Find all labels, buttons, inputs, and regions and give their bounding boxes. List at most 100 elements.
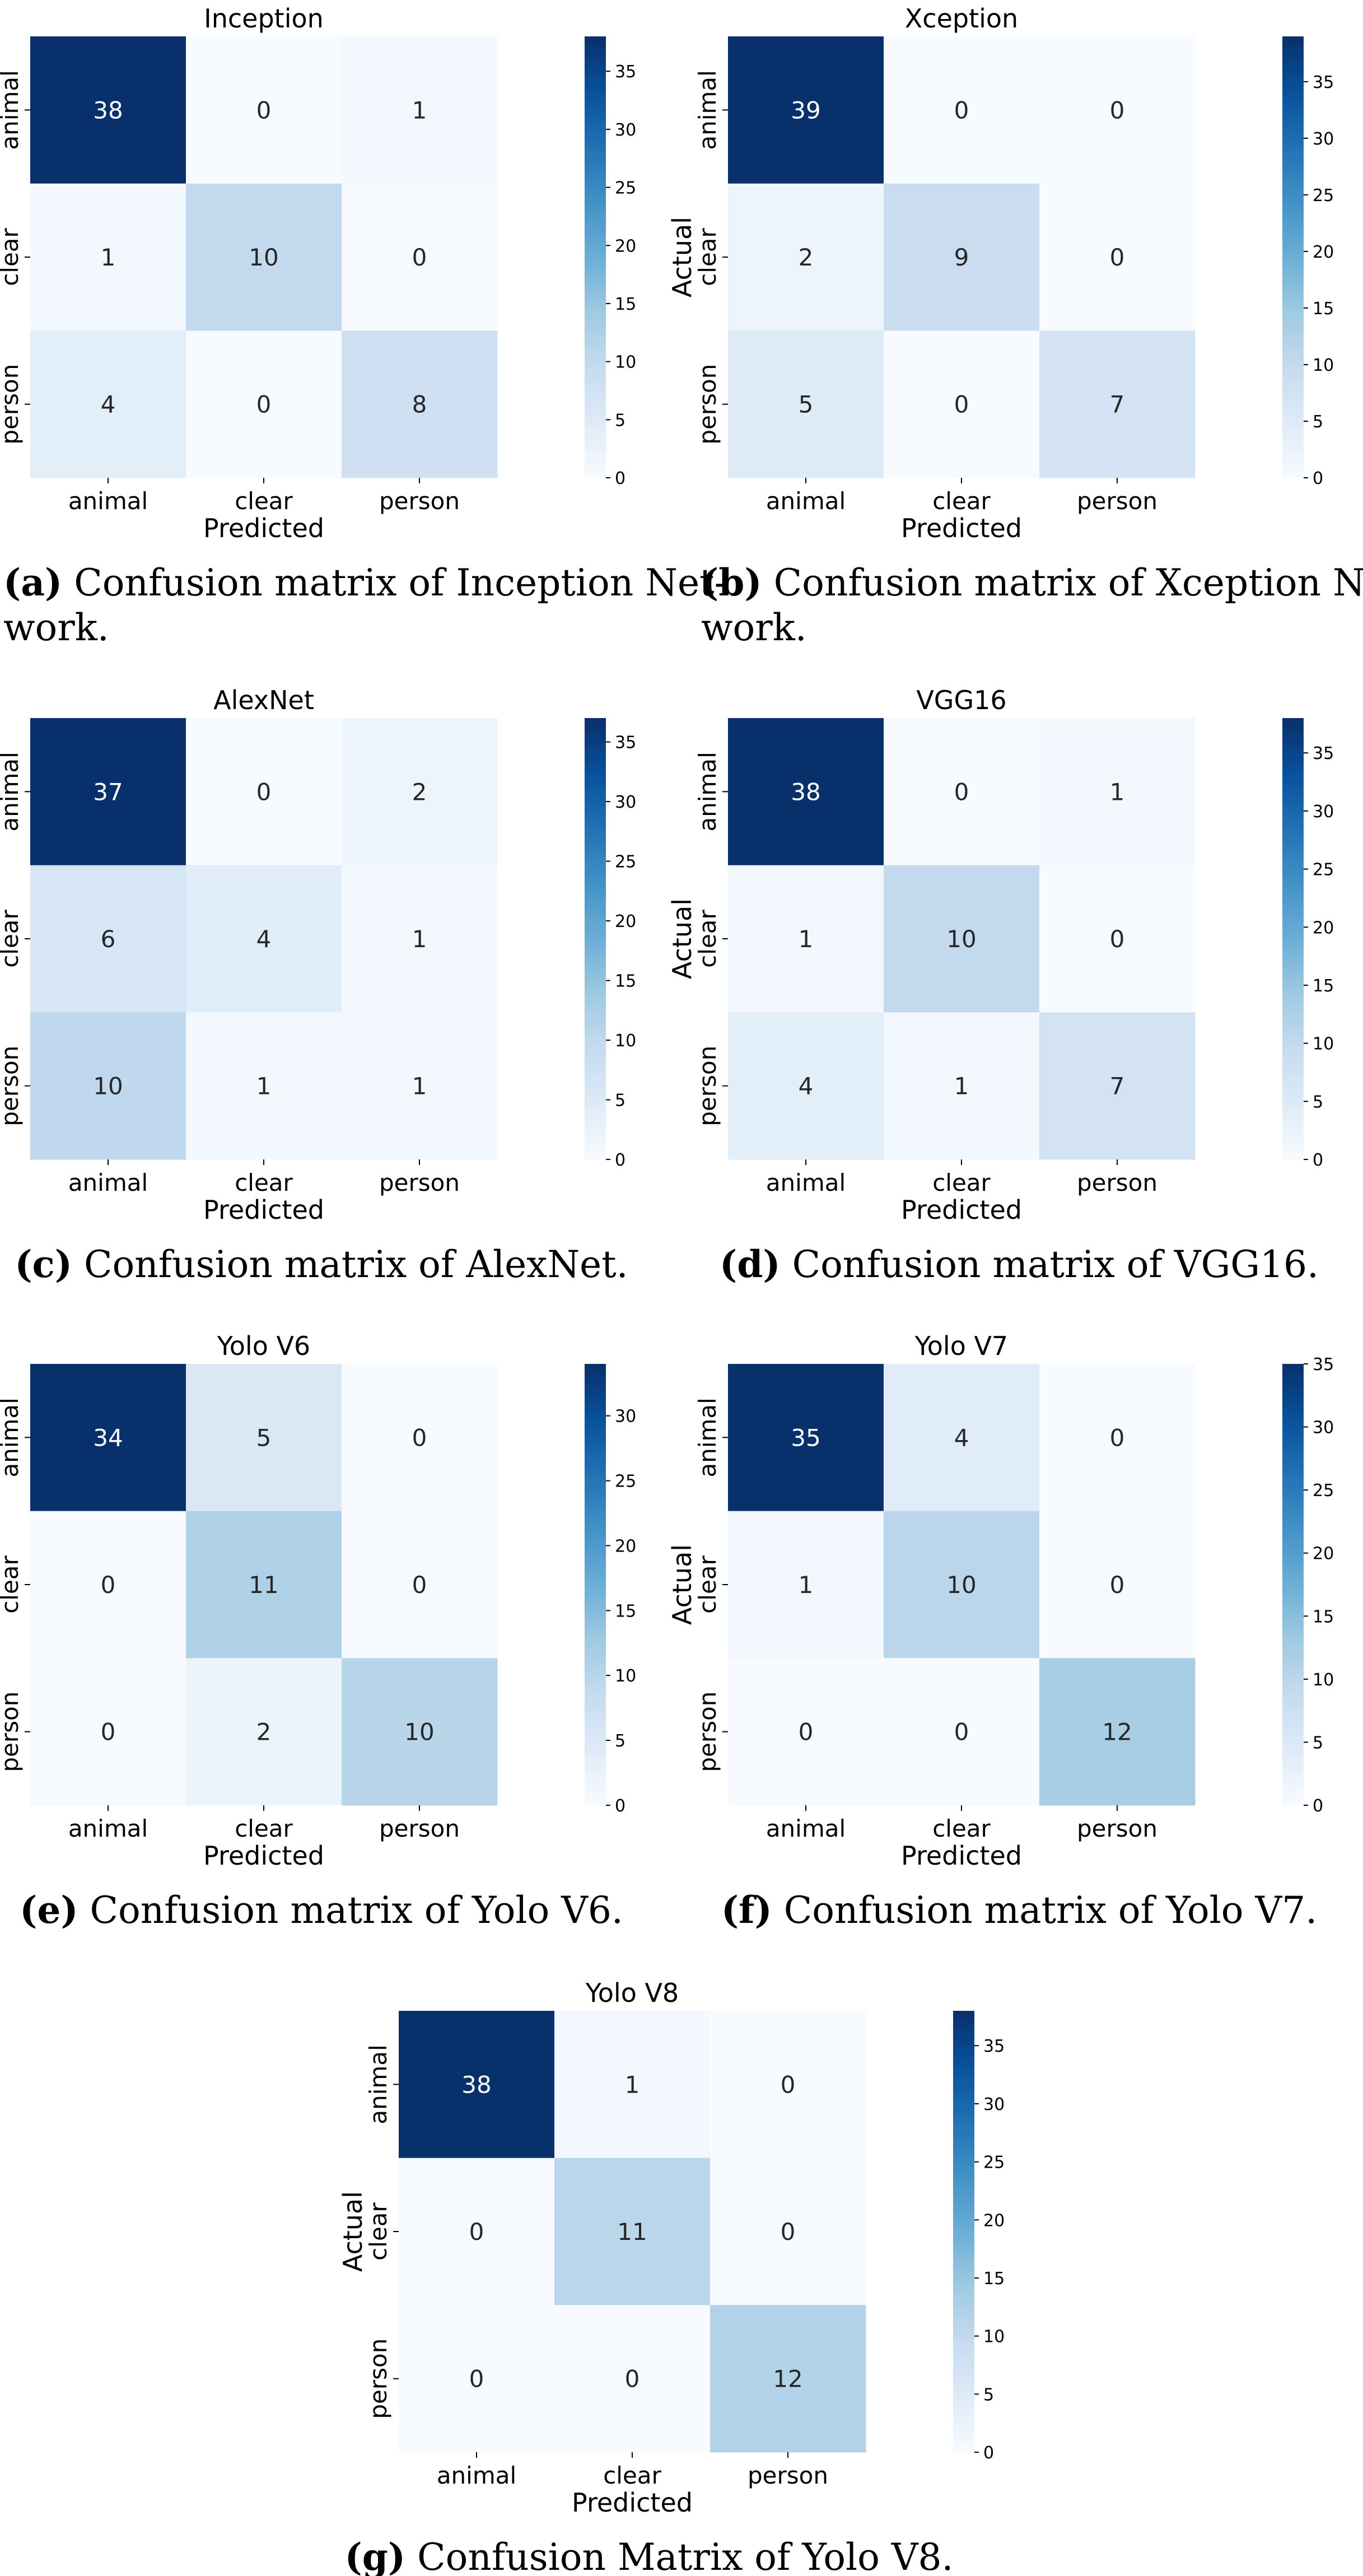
cell-value-r1-c0: 2 xyxy=(799,244,814,271)
cell-value-r2-c0: 4 xyxy=(101,391,116,418)
heatmap-cell-r0-c2 xyxy=(342,36,498,184)
colorbar-tick-label: 30 xyxy=(983,2095,1005,2114)
heatmap-cell-r2-c2 xyxy=(1039,1012,1196,1160)
cell-value-r2-c2: 10 xyxy=(404,1718,434,1746)
caption-continuation: work. xyxy=(701,606,807,649)
colorbar-tick-label: 25 xyxy=(1313,1481,1334,1501)
colorbar xyxy=(1282,1364,1304,1805)
heatmap-cell-r0-c1 xyxy=(186,718,342,866)
cell-value-r0-c2: 0 xyxy=(781,2071,796,2098)
cell-value-r2-c2: 7 xyxy=(1110,391,1125,418)
cell-value-r0-c0: 38 xyxy=(461,2071,491,2098)
heatmap-cell-r0-c2 xyxy=(1039,36,1196,184)
colorbar xyxy=(1282,718,1304,1159)
caption-continuation: work. xyxy=(3,606,109,649)
y-tick-label: clear xyxy=(0,909,24,967)
heatmap-cell-r1-c1 xyxy=(186,183,342,331)
heatmap-cell-r1-c0 xyxy=(399,2158,555,2305)
colorbar-tick-label: 15 xyxy=(615,972,636,991)
cell-value-r1-c0: 1 xyxy=(799,925,814,953)
cell-value-r0-c1: 0 xyxy=(256,96,272,124)
cell-value-r1-c1: 11 xyxy=(617,2218,647,2246)
x-tick-label: clear xyxy=(603,2462,661,2489)
heatmap-cell-r0-c2 xyxy=(1039,718,1196,866)
cell-value-r0-c0: 38 xyxy=(93,96,123,124)
cell-value-r2-c0: 4 xyxy=(799,1073,814,1100)
heatmap-cell-r1-c2 xyxy=(1039,865,1196,1013)
y-tick-label: clear xyxy=(694,1555,721,1613)
heatmap-cell-r1-c0 xyxy=(30,183,186,331)
y-tick-label: person xyxy=(0,1046,24,1126)
chart-title: Yolo V6 xyxy=(217,1331,310,1361)
y-tick-label: person xyxy=(365,2339,392,2419)
colorbar xyxy=(953,2011,974,2452)
heatmap-panel-6: Yolo V7 35 4 0 1 10 0 0 0 12 animal clear person Pred… xyxy=(667,1331,1334,1932)
cell-value-r0-c2: 0 xyxy=(412,1424,427,1451)
cell-value-r1-c2: 0 xyxy=(412,1571,427,1599)
heatmap-cell-r0-c1 xyxy=(554,2011,711,2159)
colorbar-tick-label: 15 xyxy=(615,1601,636,1621)
caption-text: Confusion matrix of AlexNet. xyxy=(72,1243,628,1286)
heatmap-panel-4: VGG16 38 0 1 1 10 0 4 1 7 animal clear person Predict… xyxy=(667,685,1334,1286)
cell-value-r2-c1: 1 xyxy=(954,1073,969,1100)
colorbar-tick-label: 20 xyxy=(615,1536,636,1556)
x-tick-label: person xyxy=(748,2462,828,2489)
cell-value-r1-c2: 1 xyxy=(412,925,427,953)
heatmap-cell-r1-c1 xyxy=(186,1511,342,1659)
colorbar-tick-label: 0 xyxy=(1313,1150,1323,1170)
heatmap-cell-r2-c1 xyxy=(186,1012,342,1160)
colorbar-tick-label: 15 xyxy=(983,2269,1005,2289)
heatmap-cell-r2-c2 xyxy=(1039,1658,1196,1806)
y-tick-label: person xyxy=(0,1692,24,1772)
caption-label: (d) xyxy=(720,1242,781,1286)
cell-value-r0-c2: 0 xyxy=(1110,1424,1125,1451)
cell-value-r2-c0: 0 xyxy=(469,2365,484,2393)
heatmap-cell-r2-c0 xyxy=(30,1658,186,1806)
heatmap-cell-r0-c0 xyxy=(30,1364,186,1512)
colorbar-tick-label: 35 xyxy=(615,62,636,82)
cell-value-r0-c0: 39 xyxy=(791,96,820,124)
heatmap-panel-3: AlexNet 37 0 2 6 4 1 10 1 1 animal clear person Predi… xyxy=(0,685,636,1286)
heatmap-cell-r2-c0 xyxy=(728,330,884,478)
heatmap-cell-r0-c2 xyxy=(710,2011,866,2159)
y-axis-label: Actual xyxy=(338,2191,368,2272)
caption-text: Confusion matrix of Xception Net- xyxy=(762,561,1363,604)
x-axis-label: Predicted xyxy=(203,1195,324,1225)
cell-value-r2-c0: 0 xyxy=(799,1718,814,1746)
colorbar-tick-label: 20 xyxy=(1313,243,1334,262)
heatmap-cell-r0-c0 xyxy=(399,2011,555,2159)
colorbar-tick-label: 35 xyxy=(615,733,636,753)
colorbar-tick-label: 20 xyxy=(1313,1544,1334,1564)
cell-value-r2-c1: 0 xyxy=(256,391,272,418)
cell-value-r0-c2: 1 xyxy=(1110,778,1125,805)
cell-value-r1-c0: 1 xyxy=(799,1571,814,1599)
heatmap-cell-r1-c0 xyxy=(728,183,884,331)
y-tick-label: animal xyxy=(694,70,721,150)
y-axis-label: Actual xyxy=(667,1544,697,1625)
colorbar-tick-label: 10 xyxy=(1313,1035,1334,1054)
cell-value-r0-c1: 0 xyxy=(954,778,969,805)
heatmap-cell-r2-c2 xyxy=(342,1658,498,1806)
colorbar-tick-label: 0 xyxy=(615,1796,626,1816)
heatmap-cell-r0-c0 xyxy=(30,36,186,184)
colorbar-tick-label: 30 xyxy=(615,1407,636,1427)
cell-value-r0-c1: 5 xyxy=(256,1424,272,1451)
x-tick-label: person xyxy=(1077,487,1157,515)
cell-value-r1-c2: 0 xyxy=(1110,1571,1125,1599)
cell-value-r2-c1: 2 xyxy=(256,1718,272,1746)
colorbar-tick-label: 20 xyxy=(615,912,636,931)
x-tick-label: animal xyxy=(68,487,148,515)
heatmap-cell-r2-c1 xyxy=(554,2305,711,2453)
y-tick-label: clear xyxy=(365,2202,392,2260)
colorbar-tick-label: 25 xyxy=(615,853,636,872)
heatmap-cell-r2-c1 xyxy=(884,1012,1040,1160)
colorbar xyxy=(1282,36,1304,478)
cell-value-r1-c2: 0 xyxy=(412,244,427,271)
cell-value-r0-c0: 38 xyxy=(791,778,820,805)
y-axis-label: Actual xyxy=(667,217,697,297)
heatmap-cell-r0-c1 xyxy=(884,718,1040,866)
cell-value-r1-c2: 0 xyxy=(1110,925,1125,953)
y-tick-label: animal xyxy=(0,1398,24,1477)
colorbar-tick-label: 10 xyxy=(1313,1670,1334,1690)
